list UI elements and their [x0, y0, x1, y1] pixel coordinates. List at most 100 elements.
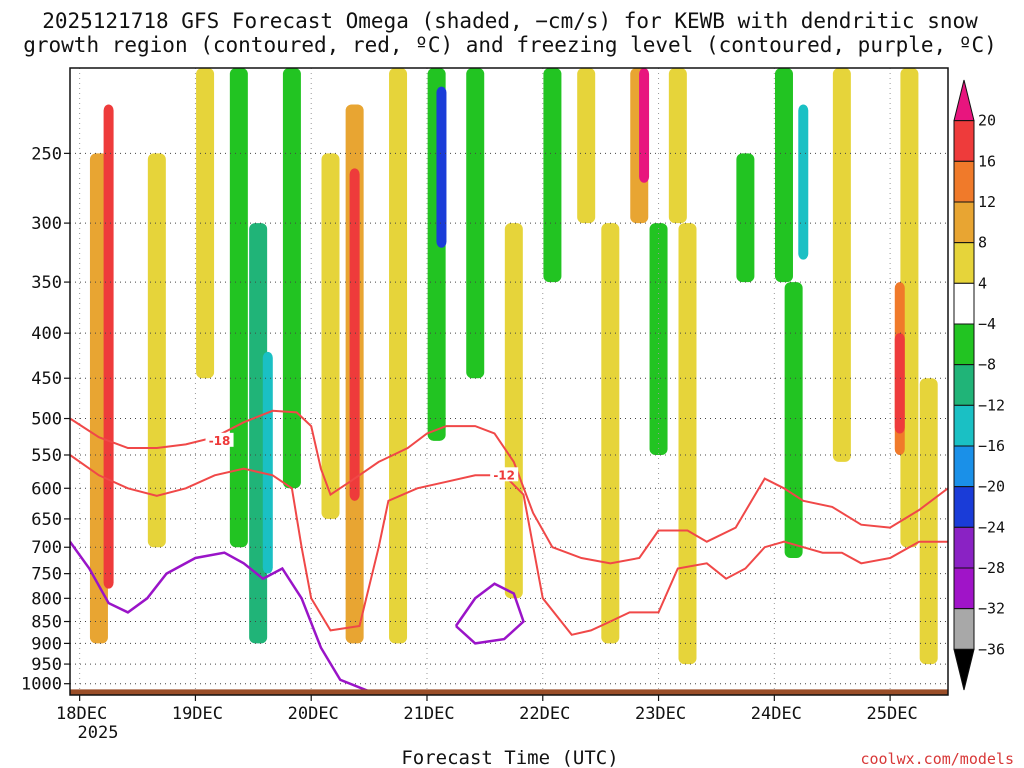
- dgz-contour-label: -18: [209, 434, 231, 448]
- x-tick-label: 22DEC: [519, 704, 570, 724]
- colorbar-swatch: [953, 120, 975, 162]
- colorbar-swatch: [953, 282, 975, 325]
- omega-band: [262, 351, 273, 574]
- y-tick-label: 800: [31, 589, 62, 609]
- colorbar: 20 16 12 8 4 −4 −8 −12 −16 −20 −24 −28 −32 −36: [953, 79, 1005, 691]
- x-tick-label: 21DEC: [403, 704, 454, 724]
- omega-band: [577, 68, 596, 224]
- x-tick-label: 18DEC: [56, 704, 107, 724]
- x-tick-label: 19DEC: [172, 704, 223, 724]
- colorbar-label: −24: [978, 518, 1005, 536]
- y-tick-label: 900: [31, 634, 62, 654]
- y-tick-label: 550: [31, 446, 62, 466]
- omega-band: [103, 104, 114, 589]
- omega-band: [668, 68, 687, 224]
- y-tick-label: 850: [31, 613, 62, 633]
- colorbar-swatch: [953, 608, 975, 650]
- omega-band: [919, 378, 938, 665]
- terrain-strip: [70, 689, 948, 695]
- colorbar-swatch: [953, 404, 975, 447]
- omega-band: [736, 153, 755, 283]
- y-tick-label: 350: [31, 273, 62, 293]
- omega-band: [321, 153, 340, 519]
- colorbar-swatch: [953, 526, 975, 569]
- y-tick-label: 300: [31, 214, 62, 234]
- y-tick-label: 500: [31, 410, 62, 430]
- contours: -18 -12: [70, 409, 948, 693]
- x-tick-label: 24DEC: [751, 704, 802, 724]
- omega-band: [649, 223, 668, 455]
- dgz-contour-line: [70, 409, 948, 565]
- omega-band: [900, 68, 919, 548]
- y-tick-label: 1000: [21, 675, 62, 695]
- y-tick-label: 650: [31, 510, 62, 530]
- y-tick-label: 750: [31, 565, 62, 585]
- omega-band: [89, 153, 108, 644]
- colorbar-label: −4: [978, 315, 996, 333]
- omega-band: [784, 282, 803, 559]
- chart-title-line1: 2025121718 GFS Forecast Omega (shaded, −…: [42, 9, 978, 33]
- colorbar-swatch: [953, 486, 975, 528]
- y-tick-label: 400: [31, 324, 62, 344]
- freezing-level-contour: [70, 540, 370, 693]
- colorbar-swatch: [953, 567, 975, 610]
- freezing-level-contour: [454, 582, 525, 645]
- colorbar-label: 4: [978, 274, 987, 292]
- omega-band: [282, 68, 301, 489]
- x-axis-title: Forecast Time (UTC): [401, 747, 618, 768]
- colorbar-swatch: [953, 160, 975, 203]
- omega-band: [504, 223, 523, 599]
- colorbar-label: −36: [978, 640, 1005, 658]
- y-tick-label: 450: [31, 369, 62, 389]
- x-axis: 18DEC 19DEC 20DEC 21DEC 22DEC 23DEC 24DEC 25DEC: [56, 695, 918, 724]
- credit-text: coolwx.com/models: [860, 750, 1014, 768]
- omega-band: [894, 333, 905, 434]
- omega-band: [389, 68, 408, 644]
- y-tick-label: 250: [31, 144, 62, 164]
- colorbar-label: 20: [978, 112, 996, 130]
- y-tick-label: 700: [31, 538, 62, 558]
- colorbar-label: −20: [978, 478, 1005, 496]
- colorbar-swatch: [953, 201, 975, 244]
- omega-band: [436, 86, 447, 248]
- colorbar-label: −8: [978, 356, 996, 374]
- omega-band: [249, 223, 268, 644]
- x-tick-label: 20DEC: [288, 704, 339, 724]
- x-tick-label: 25DEC: [867, 704, 918, 724]
- colorbar-label: 16: [978, 152, 996, 170]
- chart-title-line2: growth region (contoured, red, ºC) and f…: [23, 33, 997, 57]
- colorbar-label: −28: [978, 559, 1005, 577]
- omega-band: [543, 68, 562, 283]
- colorbar-cap-top: [953, 79, 975, 122]
- y-tick-label: 600: [31, 479, 62, 499]
- x-tick-label: 23DEC: [635, 704, 686, 724]
- omega-band: [229, 68, 248, 548]
- omega-band: [678, 223, 697, 665]
- colorbar-swatch: [953, 242, 975, 284]
- omega-shading: [89, 68, 938, 665]
- colorbar-label: −12: [978, 396, 1005, 414]
- omega-band: [639, 68, 650, 183]
- colorbar-label: −32: [978, 600, 1005, 618]
- plot-area: -18 -12: [69, 67, 949, 696]
- colorbar-swatch: [953, 445, 975, 488]
- colorbar-swatch: [953, 364, 975, 406]
- colorbar-label: −16: [978, 437, 1005, 455]
- dgz-contour-label-bg: [490, 467, 519, 482]
- colorbar-label: 8: [978, 234, 987, 252]
- colorbar-label: 12: [978, 193, 996, 211]
- omega-band: [798, 104, 809, 260]
- omega-band: [832, 68, 851, 462]
- y-tick-label: 950: [31, 655, 62, 675]
- omega-band: [349, 168, 360, 501]
- dgz-contour-label: -12: [493, 468, 515, 482]
- dgz-contour-label-bg: [205, 432, 234, 447]
- y-axis: 2503003504004505005506006507007508008509…: [21, 144, 70, 695]
- x-axis-year-label: 2025: [78, 723, 119, 743]
- dgz-contour-line: [70, 454, 948, 636]
- plot-frame: [69, 67, 949, 696]
- colorbar-cap-bottom: [953, 648, 975, 691]
- omega-band: [774, 68, 793, 283]
- colorbar-swatch: [953, 323, 975, 366]
